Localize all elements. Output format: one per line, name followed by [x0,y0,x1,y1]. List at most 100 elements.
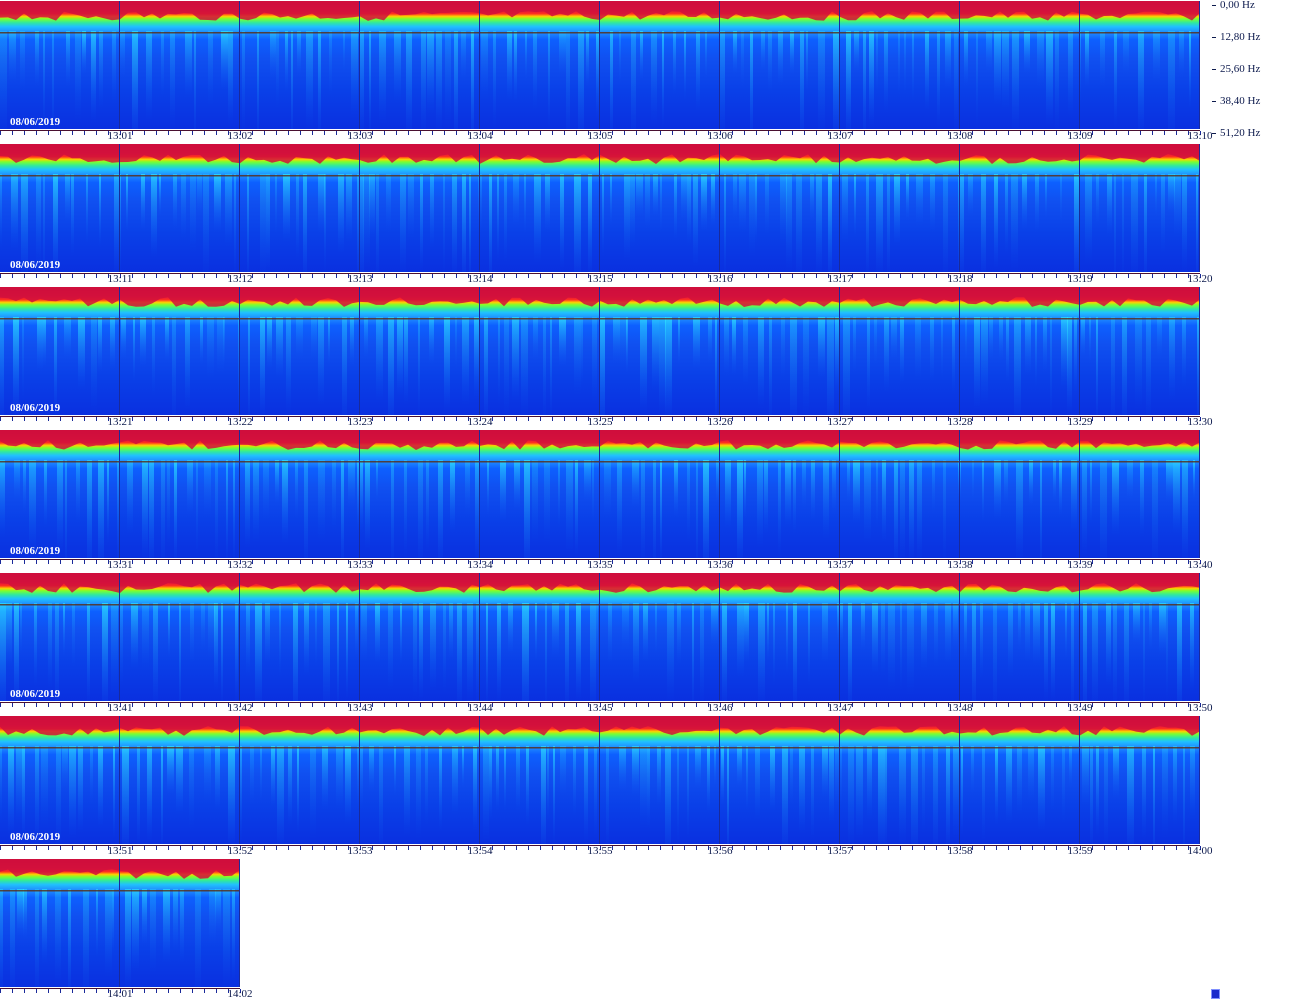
time-tick [156,274,157,278]
time-tick [864,846,865,850]
time-label: 13:07 [827,130,853,142]
spectral-plume [487,460,489,516]
time-tick [276,560,277,564]
spectral-plume [636,174,643,217]
time-label: 13:23 [347,416,373,428]
time-tick [744,560,745,564]
time-tick [660,417,661,421]
spectral-plume [8,746,14,836]
spectral-plume [35,31,39,87]
spectral-plume [894,174,900,246]
spectral-plume [413,603,417,700]
spectral-plume [722,603,727,701]
time-tick [228,846,229,850]
spectral-plume [943,174,948,272]
time-tick [444,274,445,278]
spectral-plume [489,746,492,821]
spectral-plume [55,603,59,701]
spectral-plume [357,174,364,272]
time-tick [1020,131,1021,135]
spectral-plume [876,31,878,95]
spectral-plume [228,31,233,127]
time-label: 13:44 [467,702,493,714]
time-tick [1140,846,1141,850]
spectral-plume [770,746,775,812]
spectral-plume [613,317,620,364]
time-tick [516,560,517,564]
time-tick [252,846,253,850]
spectral-plume [351,31,358,118]
spectral-plume [1114,174,1116,272]
time-tick [732,703,733,707]
minute-gridline [599,573,600,701]
time-tick [960,274,961,278]
spectral-plume [632,460,639,509]
minute-gridline [719,144,720,272]
spectral-plume [604,460,611,518]
spectral-plume [952,317,955,395]
spectral-plume [994,31,1001,106]
time-tick [168,560,169,564]
time-tick [432,274,433,278]
spectral-plume [891,317,897,362]
time-tick [948,131,949,135]
spectral-plume [1114,31,1117,129]
spectral-plume [64,317,71,359]
spectral-plume [484,317,488,415]
minute-gridline [959,287,960,415]
time-tick [240,560,241,564]
spectral-plume [481,31,488,100]
time-tick [540,274,541,278]
time-label: 13:36 [707,559,733,571]
time-tick [204,274,205,278]
time-tick [744,417,745,421]
time-tick [228,131,229,135]
time-tick [0,846,1,850]
time-tick [936,274,937,278]
spectral-plume [1016,460,1023,558]
time-tick [444,560,445,564]
time-tick [732,560,733,564]
time-tick [1092,131,1093,135]
time-tick [684,560,685,564]
time-tick [900,846,901,850]
time-tick [1116,560,1117,564]
spectral-plume [10,889,15,987]
spectral-plume [497,603,501,701]
time-tick [1176,417,1177,421]
time-tick [228,417,229,421]
spectral-plume [964,31,968,86]
spectral-plume [203,174,209,272]
spectral-plume [200,317,203,366]
spectral-plume [404,317,408,405]
spectral-plume [1127,460,1133,501]
spectral-plume [1050,317,1052,415]
time-tick [132,846,133,850]
spectral-plume [972,603,976,701]
minute-gridline [599,1,600,129]
spectral-plume [21,174,28,272]
time-tick [600,274,601,278]
time-tick [72,417,73,421]
minute-gridline [239,144,240,272]
spectral-plume [674,174,677,241]
spectral-plume [541,746,546,844]
time-tick [36,989,37,993]
time-tick [420,703,421,707]
spectral-plume [872,603,878,674]
time-tick [1020,703,1021,707]
spectral-plume [279,603,281,679]
spectral-plume [225,174,232,247]
time-tick [168,846,169,850]
spectral-plume [342,317,347,415]
time-tick [600,417,601,421]
time-label: 14:00 [1187,845,1213,857]
spectral-plume [600,317,605,415]
time-tick [456,703,457,707]
spectral-plume [547,746,549,822]
time-tick [1104,703,1105,707]
time-tick [384,131,385,135]
spectral-plume [34,603,37,688]
spectral-plume [781,317,785,380]
time-tick [1116,417,1117,421]
